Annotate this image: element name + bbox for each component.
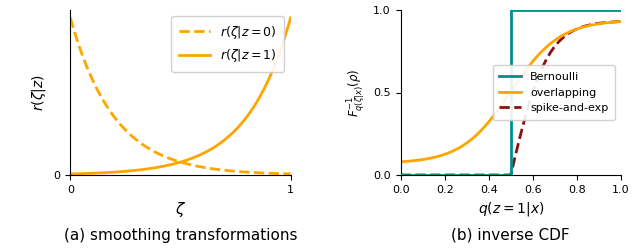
- Y-axis label: $F^{-1}_{q(\zeta|x)}(\rho)$: $F^{-1}_{q(\zeta|x)}(\rho)$: [346, 68, 368, 117]
- $r(\zeta|z=0)$: [198, 166, 205, 168]
- Line: $r(\zeta|z=0)$: $r(\zeta|z=0)$: [70, 18, 291, 174]
- $r(\zeta|z=0)$: [171, 159, 179, 162]
- Line: Bernoulli: Bernoulli: [401, 10, 621, 175]
- overlapping: [617, 20, 625, 23]
- spike-and-exp: [611, 20, 618, 23]
- spike-and-exp: [397, 174, 404, 176]
- Bernoulli: [507, 174, 515, 176]
- Legend: $r(\zeta|z=0)$, $r(\zeta|z=1)$: $r(\zeta|z=0)$, $r(\zeta|z=1)$: [172, 16, 284, 72]
- overlapping: [611, 20, 618, 24]
- overlapping: [408, 160, 416, 162]
- X-axis label: $q(z=1|x)$: $q(z=1|x)$: [477, 200, 544, 218]
- $r(\zeta|z=0)$: [247, 171, 255, 174]
- Text: (b) inverse CDF: (b) inverse CDF: [451, 228, 570, 243]
- $r(\zeta|z=1)$: [282, 34, 289, 37]
- Bernoulli: [507, 174, 515, 176]
- overlapping: [504, 94, 511, 98]
- spike-and-exp: [408, 174, 416, 176]
- Text: (a) smoothing transformations: (a) smoothing transformations: [64, 228, 297, 243]
- Line: overlapping: overlapping: [401, 22, 621, 162]
- Line: $r(\zeta|z=1)$: $r(\zeta|z=1)$: [70, 18, 291, 174]
- Y-axis label: $r(\zeta|z)$: $r(\zeta|z)$: [30, 74, 48, 111]
- $r(\zeta|z=1)$: [171, 162, 179, 165]
- $r(\zeta|z=0)$: [186, 163, 193, 166]
- overlapping: [397, 160, 404, 163]
- overlapping: [570, 28, 578, 32]
- $r(\zeta|z=0)$: [287, 172, 294, 176]
- $r(\zeta|z=0)$: [67, 16, 74, 19]
- overlapping: [498, 103, 506, 106]
- Bernoulli: [507, 8, 515, 12]
- spike-and-exp: [617, 20, 625, 23]
- $r(\zeta|z=1)$: [172, 162, 180, 165]
- $r(\zeta|z=1)$: [186, 158, 193, 161]
- Legend: Bernoulli, overlapping, spike-and-exp: Bernoulli, overlapping, spike-and-exp: [493, 65, 615, 120]
- spike-and-exp: [570, 29, 578, 32]
- X-axis label: $\zeta$: $\zeta$: [175, 200, 186, 219]
- spike-and-exp: [498, 174, 506, 176]
- Line: spike-and-exp: spike-and-exp: [401, 22, 621, 175]
- $r(\zeta|z=1)$: [198, 153, 205, 156]
- $r(\zeta|z=0)$: [282, 172, 289, 175]
- Bernoulli: [397, 174, 404, 176]
- $r(\zeta|z=1)$: [247, 110, 255, 113]
- $r(\zeta|z=1)$: [67, 172, 74, 176]
- $r(\zeta|z=0)$: [172, 159, 180, 162]
- spike-and-exp: [504, 174, 511, 176]
- Bernoulli: [617, 8, 625, 12]
- overlapping: [611, 20, 618, 24]
- spike-and-exp: [611, 20, 618, 23]
- $r(\zeta|z=1)$: [287, 16, 294, 19]
